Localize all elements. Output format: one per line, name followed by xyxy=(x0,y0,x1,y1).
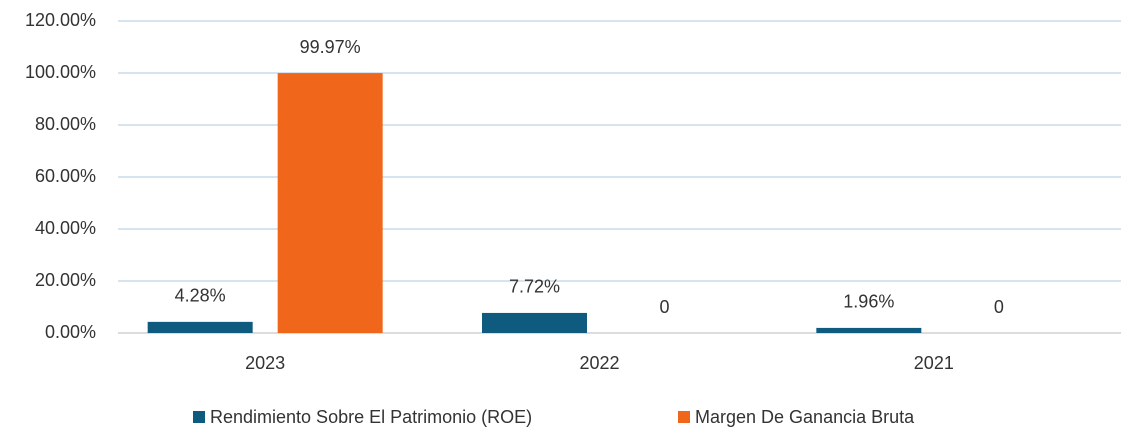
bar xyxy=(816,327,922,333)
data-label: 99.97% xyxy=(300,37,361,57)
data-label: 0 xyxy=(659,297,669,317)
bar xyxy=(277,73,383,333)
bar xyxy=(482,312,587,333)
y-tick-label: 20.00% xyxy=(35,270,96,290)
legend-marker xyxy=(678,411,690,423)
legend-label: Margen De Ganancia Bruta xyxy=(695,407,915,427)
y-tick-label: 60.00% xyxy=(35,166,96,186)
legend-marker xyxy=(193,411,205,423)
x-tick-label: 2023 xyxy=(245,353,285,373)
data-label: 7.72% xyxy=(509,277,560,297)
y-tick-label: 0.00% xyxy=(45,322,96,342)
data-label: 4.28% xyxy=(175,286,226,306)
bar xyxy=(147,321,253,333)
data-label: 0 xyxy=(994,297,1004,317)
y-tick-label: 100.00% xyxy=(25,62,96,82)
x-tick-label: 2022 xyxy=(579,353,619,373)
x-tick-label: 2021 xyxy=(914,353,954,373)
data-label: 1.96% xyxy=(843,292,894,312)
y-tick-label: 120.00% xyxy=(25,10,96,30)
y-tick-label: 80.00% xyxy=(35,114,96,134)
legend-label: Rendimiento Sobre El Patrimonio (ROE) xyxy=(210,407,532,427)
y-tick-label: 40.00% xyxy=(35,218,96,238)
